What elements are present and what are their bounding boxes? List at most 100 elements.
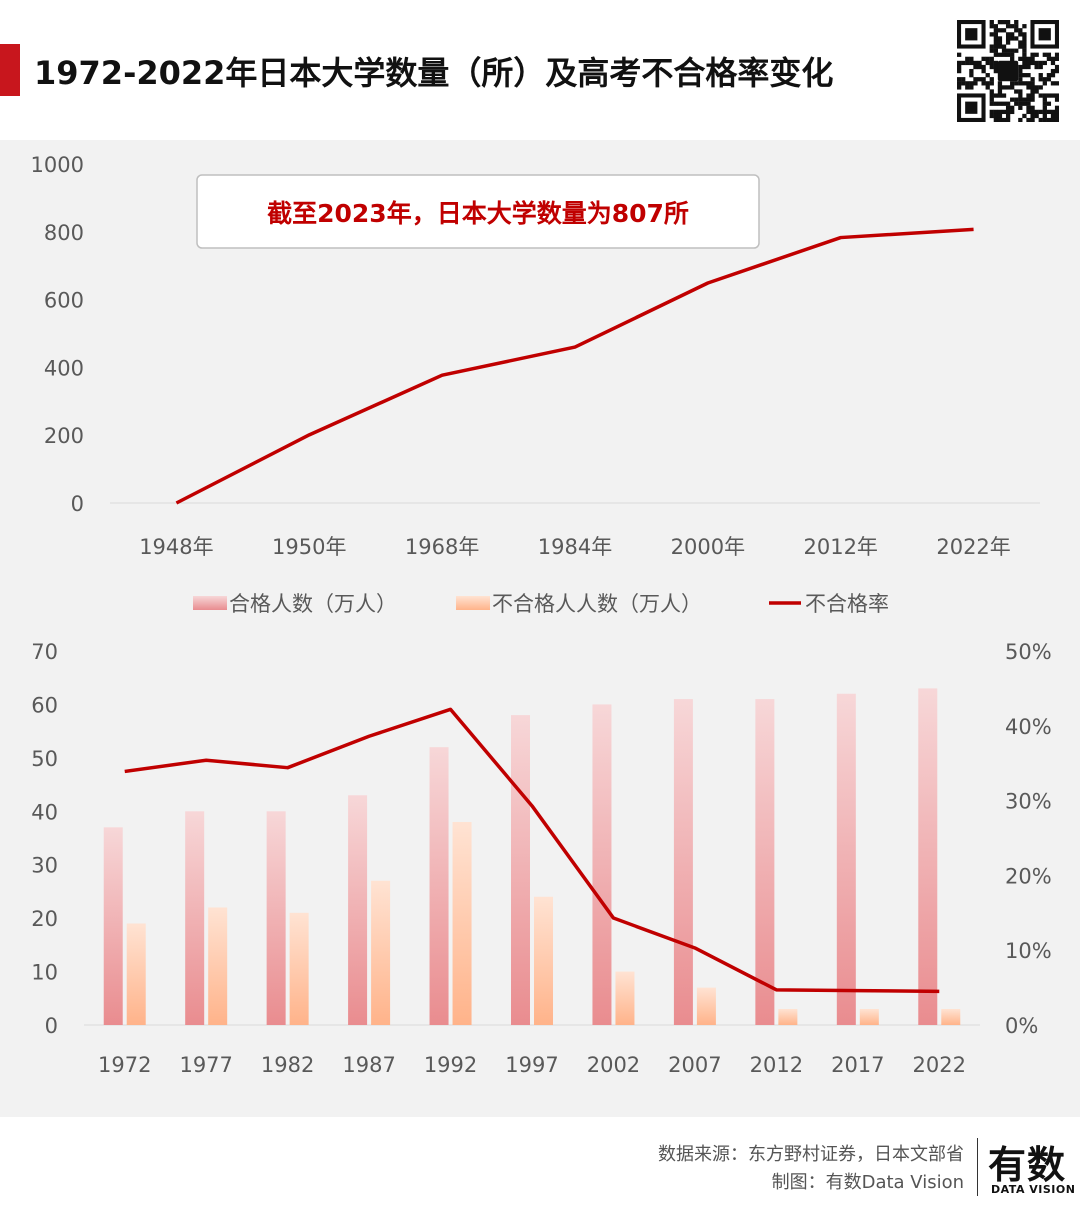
university-count-chart: 0 200 400 600 800 1000 1948年 1950年 1968年 1984年 200… — [31, 153, 1040, 559]
y-left-tick-label: 40 — [31, 800, 58, 824]
pass-bar — [918, 688, 938, 1025]
qr-module — [1010, 97, 1015, 102]
qr-module — [993, 68, 998, 74]
qr-module — [1001, 117, 1007, 123]
qr-module — [969, 60, 974, 66]
qr-module — [1030, 97, 1035, 102]
data-source: 数据来源：东方野村证券，日本文部省 — [658, 1144, 964, 1165]
qr-module — [1026, 64, 1031, 70]
qr-module — [961, 81, 966, 86]
pass-bar — [429, 747, 449, 1025]
qr-module — [1001, 101, 1007, 106]
x-tick-label: 2012年 — [803, 535, 877, 559]
qr-module — [993, 93, 998, 98]
qr-module — [989, 89, 994, 94]
qr-module — [1054, 97, 1060, 102]
qr-module — [1026, 109, 1031, 115]
qr-module — [1050, 68, 1056, 74]
qr-module — [1030, 113, 1035, 119]
legend-swatch-pass — [193, 596, 227, 610]
y-left-tick-label: 30 — [31, 854, 58, 878]
qr-module — [1005, 101, 1011, 106]
qr-module — [1054, 105, 1060, 110]
qr-module — [1010, 85, 1015, 90]
qr-module — [1022, 40, 1027, 45]
qr-module — [1005, 85, 1011, 90]
qr-module — [1026, 81, 1031, 86]
qr-module — [1010, 48, 1015, 53]
x-tick-label: 1968年 — [405, 535, 479, 559]
qr-module — [1014, 36, 1019, 41]
qr-module — [997, 85, 1003, 90]
qr-module — [981, 81, 986, 86]
qr-module — [1030, 77, 1035, 82]
y-right-tick-label: 10% — [1005, 939, 1052, 963]
qr-module — [1005, 52, 1011, 57]
y-left-tick-label: 60 — [31, 693, 58, 717]
x-tick-label: 1977 — [179, 1053, 232, 1077]
qr-module — [1018, 28, 1023, 33]
qr-module — [1042, 97, 1047, 102]
qr-module — [1001, 44, 1007, 49]
qr-module — [1038, 85, 1043, 90]
annotation-box — [196, 174, 760, 249]
fail-bar — [778, 1008, 798, 1025]
qr-module — [1026, 117, 1031, 123]
qr-module — [1042, 113, 1047, 119]
legend-label: 合格人数（万人） — [229, 592, 397, 616]
qr-module — [969, 81, 974, 86]
qr-module — [1034, 60, 1039, 66]
qr-module — [1018, 40, 1023, 45]
qr-module — [997, 20, 1003, 25]
qr-module — [1010, 52, 1015, 57]
qr-module — [1042, 77, 1047, 82]
qr-module — [993, 32, 998, 37]
qr-module — [1022, 101, 1027, 106]
qr-module — [1018, 32, 1023, 37]
fail-bar — [208, 907, 228, 1025]
qr-module — [997, 36, 1003, 41]
qr-module — [1042, 117, 1047, 123]
qr-module — [1005, 109, 1011, 115]
x-tick-label: 1950年 — [272, 535, 346, 559]
y-right-tick-label: 0% — [1005, 1014, 1038, 1038]
y-left-tick-label: 20 — [31, 907, 58, 931]
y-right-tick-label: 40% — [1005, 715, 1052, 739]
qr-module — [1010, 81, 1015, 86]
qr-module — [1042, 52, 1047, 57]
pass-bar — [185, 811, 205, 1025]
qr-module — [1054, 117, 1060, 123]
qr-module — [1018, 44, 1023, 49]
qr-module — [1030, 117, 1035, 123]
qr-module — [1026, 85, 1031, 90]
qr-module — [989, 48, 994, 53]
qr-module — [997, 93, 1003, 98]
qr-module — [989, 20, 994, 25]
qr-module — [993, 40, 998, 45]
qr-module — [1046, 117, 1052, 123]
qr-module — [1005, 48, 1011, 53]
qr-module — [1001, 20, 1007, 25]
pass-bar — [103, 827, 123, 1025]
qr-module — [981, 68, 986, 74]
qr-module — [1042, 109, 1047, 115]
x-tick-label: 1972 — [98, 1053, 151, 1077]
qr-module — [981, 77, 986, 82]
qr-module — [1018, 77, 1023, 82]
qr-module — [993, 28, 998, 33]
university-count-line — [175, 227, 974, 505]
title-accent-bar — [0, 44, 20, 96]
qr-module — [1010, 36, 1015, 41]
qr-module — [973, 60, 978, 66]
brand-logo: 有数 — [988, 1143, 1067, 1187]
fail-bar — [615, 971, 635, 1025]
pass-bar — [348, 795, 368, 1025]
qr-module — [1001, 52, 1007, 57]
qr-module — [957, 60, 962, 66]
pass-bar — [511, 715, 530, 1025]
qr-module — [1018, 117, 1023, 123]
qr-module — [1046, 73, 1052, 78]
qr-module — [1042, 60, 1047, 66]
qr-module — [1014, 24, 1019, 29]
qr-module — [993, 117, 998, 123]
